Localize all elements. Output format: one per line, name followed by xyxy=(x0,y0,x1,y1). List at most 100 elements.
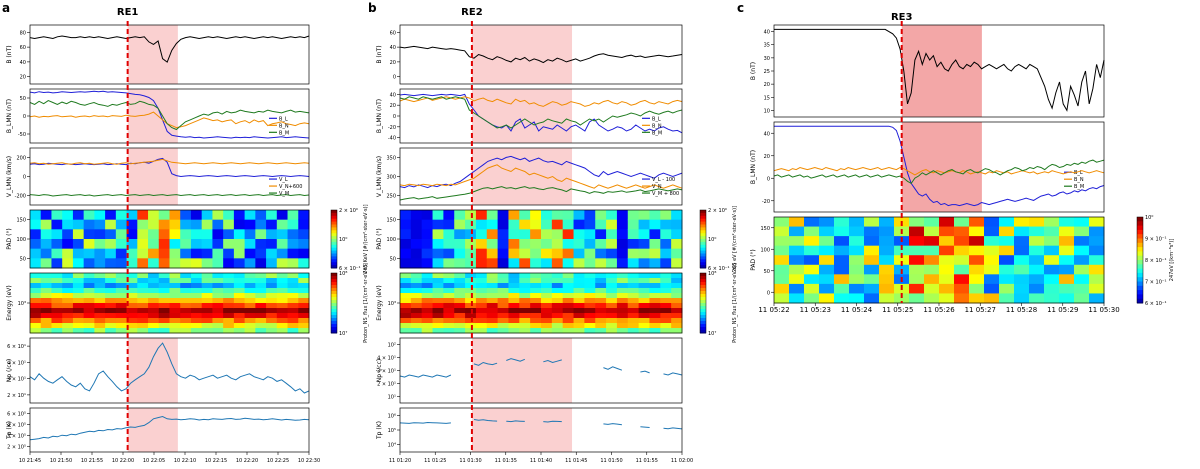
y-axis-label: Np (/cc) xyxy=(6,359,13,383)
heatmap-cell xyxy=(62,308,74,314)
heatmap-cell xyxy=(137,239,149,250)
colorbar-step xyxy=(1137,217,1143,222)
legend-entry: B_M xyxy=(279,130,289,136)
heatmap-cell xyxy=(443,273,455,279)
heatmap-cell xyxy=(255,273,267,279)
event-shading xyxy=(127,338,178,403)
heatmap-cell xyxy=(573,303,585,309)
heatmap-cell xyxy=(486,283,499,289)
heatmap-cell xyxy=(287,278,299,284)
heatmap-cell xyxy=(83,248,95,259)
heatmap-cell xyxy=(30,283,42,289)
heatmap-cell xyxy=(298,293,310,299)
heatmap-cell xyxy=(849,245,865,256)
colorbar-step xyxy=(1137,260,1143,265)
colorbar-step xyxy=(1137,298,1143,304)
colorbar-step xyxy=(700,230,706,234)
y-tick-label: 6 × 10¹ xyxy=(7,344,26,350)
heatmap-cell xyxy=(400,210,412,221)
heatmap-cell xyxy=(266,298,278,304)
heatmap-cell xyxy=(148,273,160,279)
heatmap-cell xyxy=(551,293,564,299)
heatmap-cell xyxy=(201,308,213,314)
y-tick-label: 40 xyxy=(20,60,26,66)
heatmap-cell xyxy=(105,293,117,299)
heatmap-cell xyxy=(497,328,509,334)
heatmap-cell xyxy=(804,255,820,266)
heatmap-cell xyxy=(233,248,246,259)
heatmap-cell xyxy=(400,273,412,279)
heatmap-cell xyxy=(454,308,466,314)
heatmap-cell xyxy=(924,236,940,247)
heatmap-cell xyxy=(1029,283,1045,294)
heatmap-cell xyxy=(519,313,531,319)
x-tick-label: 11 01:50 xyxy=(600,458,622,464)
heatmap-cell xyxy=(638,288,650,294)
x-tick-label: 10 22:15 xyxy=(205,458,227,464)
heatmap-cell xyxy=(864,293,880,304)
heatmap-cell xyxy=(40,283,52,289)
panel-a-label: a xyxy=(2,1,10,15)
y-tick-label: 4 × 10¹ xyxy=(7,360,26,366)
heatmap-cell xyxy=(573,278,585,284)
subplot-frame xyxy=(399,88,683,144)
heatmap-cell xyxy=(287,313,299,319)
colorbar-step xyxy=(1137,277,1143,282)
heatmap-cell xyxy=(541,278,553,284)
colorbar-step xyxy=(331,262,337,266)
heatmap-cell xyxy=(616,308,629,314)
heatmap-cell xyxy=(465,210,477,221)
heatmap-cell xyxy=(94,239,106,250)
heatmap-cell xyxy=(94,273,106,279)
colorbar-step xyxy=(331,288,337,292)
heatmap-cell xyxy=(954,274,970,285)
heatmap-cell xyxy=(864,274,880,285)
heatmap-cell xyxy=(660,248,672,259)
heatmap-cell xyxy=(169,248,181,259)
colorbar-step xyxy=(331,318,337,322)
heatmap-cell xyxy=(595,210,607,221)
heatmap-cell xyxy=(276,229,289,240)
heatmap-cell xyxy=(51,323,63,329)
heatmap-cell xyxy=(969,226,985,237)
series-line xyxy=(29,158,310,165)
y-tick-label: -20 xyxy=(762,199,770,205)
heatmap-cell xyxy=(30,318,42,324)
colorbar-step xyxy=(700,265,706,269)
heatmap-cell xyxy=(486,229,499,240)
heatmap-cell xyxy=(298,303,310,309)
heatmap-cell xyxy=(126,293,138,299)
colorbar-step xyxy=(1137,272,1143,278)
heatmap-cell xyxy=(115,303,128,309)
heatmap-cell xyxy=(83,308,95,314)
heatmap-cell xyxy=(864,236,880,247)
heatmap-cell xyxy=(298,323,310,329)
heatmap-cell xyxy=(1074,283,1090,294)
heatmap-cell xyxy=(969,245,985,256)
heatmap-cell xyxy=(584,298,596,304)
heatmap-cell xyxy=(616,229,629,240)
colorbar-tick-label: 9 × 10⁻¹ xyxy=(1145,237,1167,243)
heatmap-cell xyxy=(51,219,63,230)
x-tick-label: 10 22:25 xyxy=(267,458,289,464)
colorbar-step xyxy=(700,215,706,220)
heatmap-cell xyxy=(51,239,63,250)
heatmap-cell xyxy=(774,264,790,275)
heatmap-cell xyxy=(551,239,564,250)
heatmap-cell xyxy=(298,210,310,221)
y-tick-label: 2 × 10¹ xyxy=(7,393,26,399)
heatmap-cell xyxy=(486,258,499,269)
heatmap-cell xyxy=(508,210,520,221)
heatmap-cell xyxy=(819,255,835,266)
heatmap-cell xyxy=(519,283,531,289)
x-tick-label: 10 22:10 xyxy=(174,458,196,464)
heatmap-cell xyxy=(400,258,412,269)
heatmap-cell xyxy=(1029,236,1045,247)
y-tick-label: 40 xyxy=(390,45,396,51)
heatmap-cell xyxy=(148,298,160,304)
heatmap-cell xyxy=(616,248,629,259)
heatmap-cell xyxy=(519,219,531,230)
heatmap-cell xyxy=(244,288,256,294)
heatmap-cell xyxy=(148,303,160,309)
